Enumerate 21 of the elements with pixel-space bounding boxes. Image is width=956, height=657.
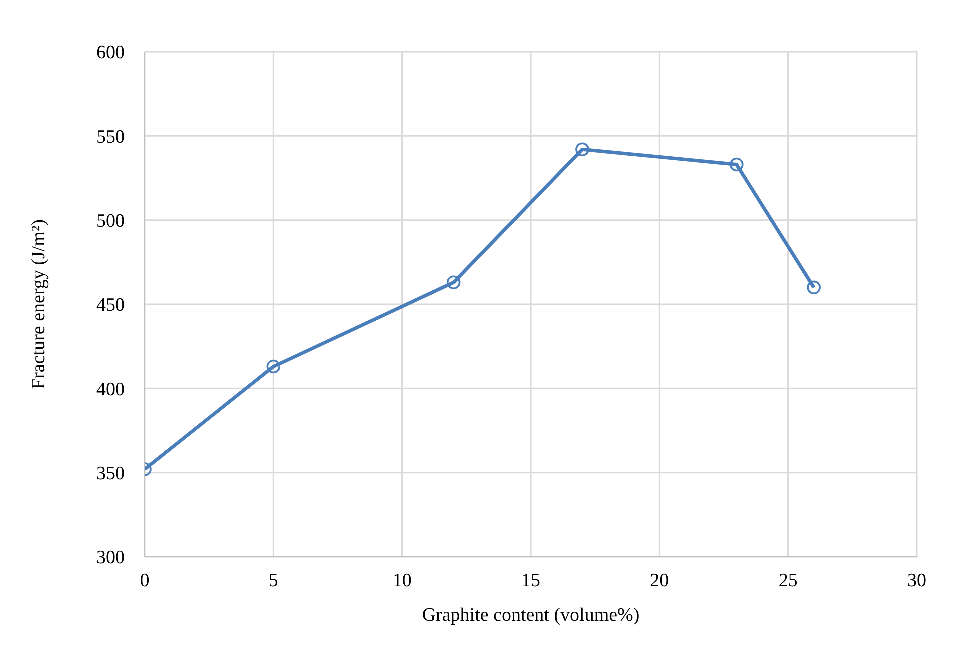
x-tick-label: 25 xyxy=(778,570,798,592)
x-tick-label: 20 xyxy=(650,570,670,592)
y-tick-label: 350 xyxy=(96,464,125,485)
point xyxy=(266,360,281,374)
x-tick-label: 30 xyxy=(908,570,926,592)
x-tick-label: 10 xyxy=(392,570,412,592)
y-tick-label: 600 xyxy=(96,42,125,64)
y-tick-label: 400 xyxy=(96,379,125,400)
y-tick-label: 450 xyxy=(96,295,125,316)
x-tick-label: 0 xyxy=(140,570,150,592)
point xyxy=(730,158,744,172)
x-tick-label: 15 xyxy=(522,570,540,592)
y-axis-title: Fracture energy (J/m²) xyxy=(28,220,50,390)
y-tick-label: 500 xyxy=(96,211,125,232)
x-tick-label: 5 xyxy=(268,570,278,592)
y-tick-label: 550 xyxy=(96,126,125,148)
point xyxy=(446,276,461,290)
point xyxy=(576,142,590,157)
y-tick-label: 300 xyxy=(96,548,125,569)
point xyxy=(807,280,821,295)
x-axis-title: Graphite content (volume%) xyxy=(422,605,640,626)
